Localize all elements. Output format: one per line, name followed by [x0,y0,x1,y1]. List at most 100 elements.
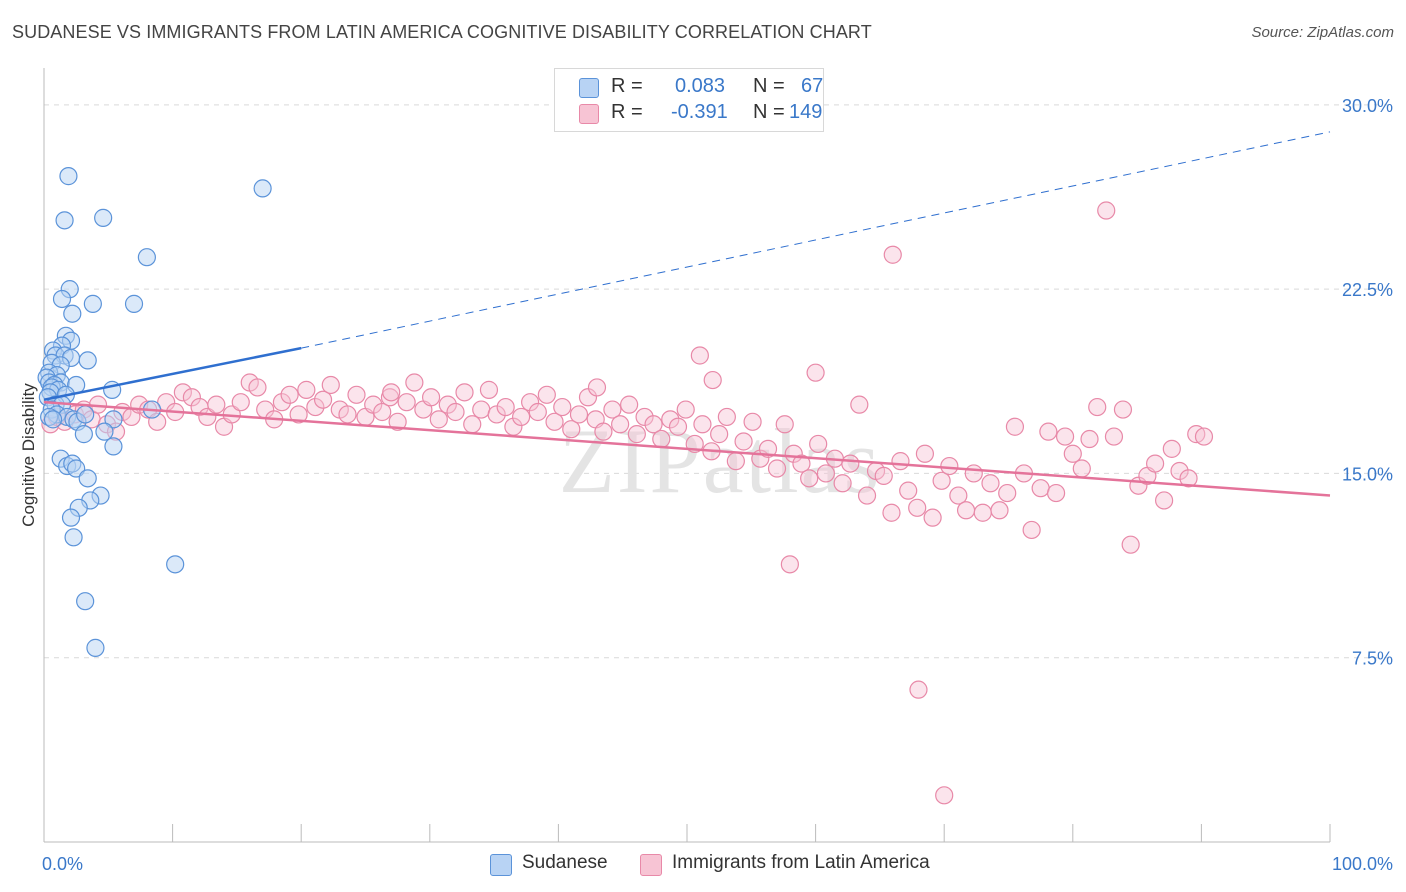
latin-point [272,393,292,412]
latin-point [940,456,959,476]
r-label: R = [611,75,643,97]
y-axis-label: Cognitive Disability [19,383,38,527]
legend-label-latin: Immigrants from Latin America [672,852,930,873]
sudanese-point [55,211,74,230]
r-value: -0.391 [671,101,728,123]
latin-point [1063,444,1082,463]
latin-point [909,680,928,699]
sudanese-point [137,248,156,267]
latin-point [792,454,811,473]
latin-point [668,417,688,436]
latin-point [923,508,942,527]
sudanese-point [104,437,123,456]
sudanese-point [78,351,97,370]
latin-point [463,415,482,434]
latin-point [472,400,491,419]
x-tick-label: 0.0% [42,854,83,874]
latin-point [313,390,333,409]
sudanese-trend-line [43,346,302,401]
latin-point [1055,427,1075,446]
latin-point [248,378,267,397]
latin-point [1022,520,1041,540]
latin-point [949,486,968,505]
latin-point [1194,427,1214,446]
legend-label-sudanese: Sudanese [522,852,608,873]
latin-point [1088,397,1107,417]
latin-point [1097,201,1116,220]
latin-point [710,425,729,444]
latin-point [899,481,918,500]
latin-point [690,346,709,365]
sudanese-point [86,638,105,657]
latin-point [726,452,745,471]
latin-point [743,412,762,431]
latin-point [833,474,852,493]
grid-layer [44,104,1390,659]
latin-point [809,434,828,454]
latin-america-points [41,201,1214,805]
sudanese-point [59,167,78,186]
sudanese-point [124,294,144,313]
latin-point [932,471,951,490]
sudanese-point [63,304,82,323]
latin-point [841,454,860,473]
latin-point [1146,454,1165,473]
r-value: 0.083 [675,75,726,97]
sudanese-point [104,410,123,429]
latin-point [521,393,540,412]
chart-title: SUDANESE VS IMMIGRANTS FROM LATIN AMERIC… [12,22,872,42]
sudanese-point [67,459,86,478]
latin-point [1121,535,1140,554]
latin-point [850,395,869,414]
latin-point [883,245,902,264]
source-label: Source: ZipAtlas.com [1251,24,1394,41]
latin-point [734,432,753,451]
latin-point [1080,429,1099,449]
latin-point [321,375,340,395]
latin-point [421,388,441,407]
latin-point [620,395,639,414]
latin-point [956,501,976,520]
latin-point [816,464,835,483]
sudanese-point [52,289,72,309]
sudanese-point [166,555,185,574]
latin-point [537,385,556,404]
latin-point [496,397,515,417]
y-tick-label: 30.0% [1342,96,1393,116]
latin-point [973,503,992,522]
latin-point [438,395,457,414]
sudanese-point [76,405,95,424]
latin-point [693,415,712,434]
latin-point [661,410,680,429]
latin-point [397,393,416,412]
y-tick-label: 7.5% [1352,649,1393,669]
latin-point [935,786,954,805]
axis-layer [43,68,1331,843]
latin-point [587,378,607,397]
latin-trend-line [43,400,1331,497]
latin-point [1113,400,1133,419]
sudanese-point [83,294,102,313]
latin-point [775,415,794,434]
latin-point [562,420,581,439]
sudanese-point [253,179,272,198]
latin-point [553,397,572,417]
stats-box: R = 0.083 N = 67 R = -0.391 N = 149 [554,68,824,132]
latin-point [182,388,201,407]
latin-point [857,486,877,505]
latin-point [373,402,392,422]
latin-point [717,407,736,427]
latin-point [891,452,910,471]
n-label: N = [753,101,785,123]
sudanese-point [95,422,114,441]
n-label: N = [753,75,785,97]
latin-point [1039,422,1058,441]
latin-point [981,474,1000,493]
latin-point [1162,439,1181,458]
y-tick-label: 22.5% [1342,280,1393,300]
latin-point [767,459,787,478]
sudanese-point [61,508,81,527]
latin-point [347,385,366,404]
latin-point [173,383,192,402]
latin-point [1031,479,1050,498]
